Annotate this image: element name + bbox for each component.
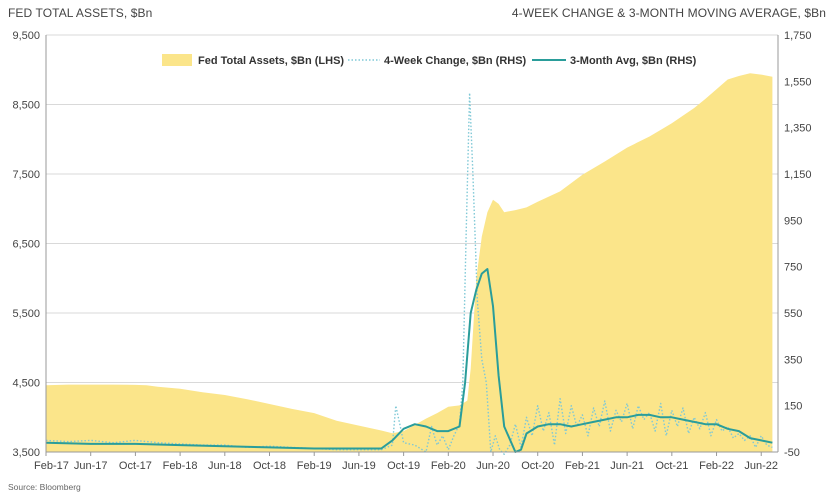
source-note: Source: Bloomberg (8, 482, 81, 492)
legend-swatch-assets (162, 54, 192, 66)
x-tick-label: Feb-20 (431, 460, 466, 472)
x-tick-label: Jun-19 (342, 460, 376, 472)
right-tick-label: 1,350 (784, 123, 812, 135)
x-tick-label: Oct-19 (387, 460, 420, 472)
x-tick-label: Feb-17 (34, 460, 69, 472)
x-tick-label: Oct-17 (119, 460, 152, 472)
left-tick-label: 5,500 (12, 308, 40, 320)
right-tick-label: 550 (784, 308, 802, 320)
right-tick-label: -50 (784, 447, 800, 459)
left-tick-label: 9,500 (12, 30, 40, 42)
left-tick-label: 8,500 (12, 100, 40, 112)
left-tick-label: 7,500 (12, 169, 40, 181)
left-axis-ticks: 3,500 4,500 5,500 6,500 7,500 8,500 9,500 (12, 30, 40, 459)
legend-label-assets: Fed Total Assets, $Bn (LHS) (198, 55, 344, 67)
x-tick-label: Jun-20 (476, 460, 510, 472)
axes (45, 35, 779, 453)
x-axis-ticks: Feb-17 Jun-17 Oct-17 Feb-18 Jun-18 Oct-18 Feb-… (34, 452, 778, 472)
four-week-change-layer (45, 92, 773, 455)
right-tick-label: 1,150 (784, 169, 812, 181)
right-tick-label: 1,550 (784, 76, 812, 88)
right-tick-label: 150 (784, 401, 802, 413)
x-tick-label: Jun-17 (74, 460, 108, 472)
x-tick-label: Oct-20 (521, 460, 554, 472)
left-axis-title: FED TOTAL ASSETS, $Bn (8, 6, 153, 20)
right-tick-label: 750 (784, 262, 802, 274)
left-tick-label: 4,500 (12, 378, 40, 390)
right-tick-label: 1,750 (784, 30, 812, 42)
x-tick-label: Feb-19 (297, 460, 332, 472)
assets-area-series (46, 73, 773, 452)
x-tick-label: Feb-22 (699, 460, 734, 472)
x-tick-label: Jun-21 (610, 460, 644, 472)
x-tick-label: Feb-18 (163, 460, 198, 472)
assets-area-layer (46, 73, 773, 452)
legend-label-four-week: 4-Week Change, $Bn (RHS) (384, 55, 527, 67)
x-tick-label: Oct-21 (655, 460, 688, 472)
right-tick-label: 350 (784, 354, 802, 366)
x-tick-label: Jun-22 (744, 460, 778, 472)
legend-label-three-month: 3-Month Avg, $Bn (RHS) (570, 55, 697, 67)
legend: Fed Total Assets, $Bn (LHS) 4-Week Change… (162, 54, 697, 67)
x-tick-label: Jun-18 (208, 460, 242, 472)
right-axis-ticks: -50 150 350 550 750 950 1,150 1,350 1,550 1,750 (784, 30, 812, 459)
right-tick-label: 950 (784, 215, 802, 227)
left-tick-label: 6,500 (12, 239, 40, 251)
x-tick-label: Oct-18 (253, 460, 286, 472)
x-tick-label: Feb-21 (565, 460, 600, 472)
right-axis-title: 4-WEEK CHANGE & 3-MONTH MOVING AVERAGE, … (511, 6, 826, 20)
left-tick-label: 3,500 (12, 447, 40, 459)
four-week-change-line (45, 92, 773, 455)
